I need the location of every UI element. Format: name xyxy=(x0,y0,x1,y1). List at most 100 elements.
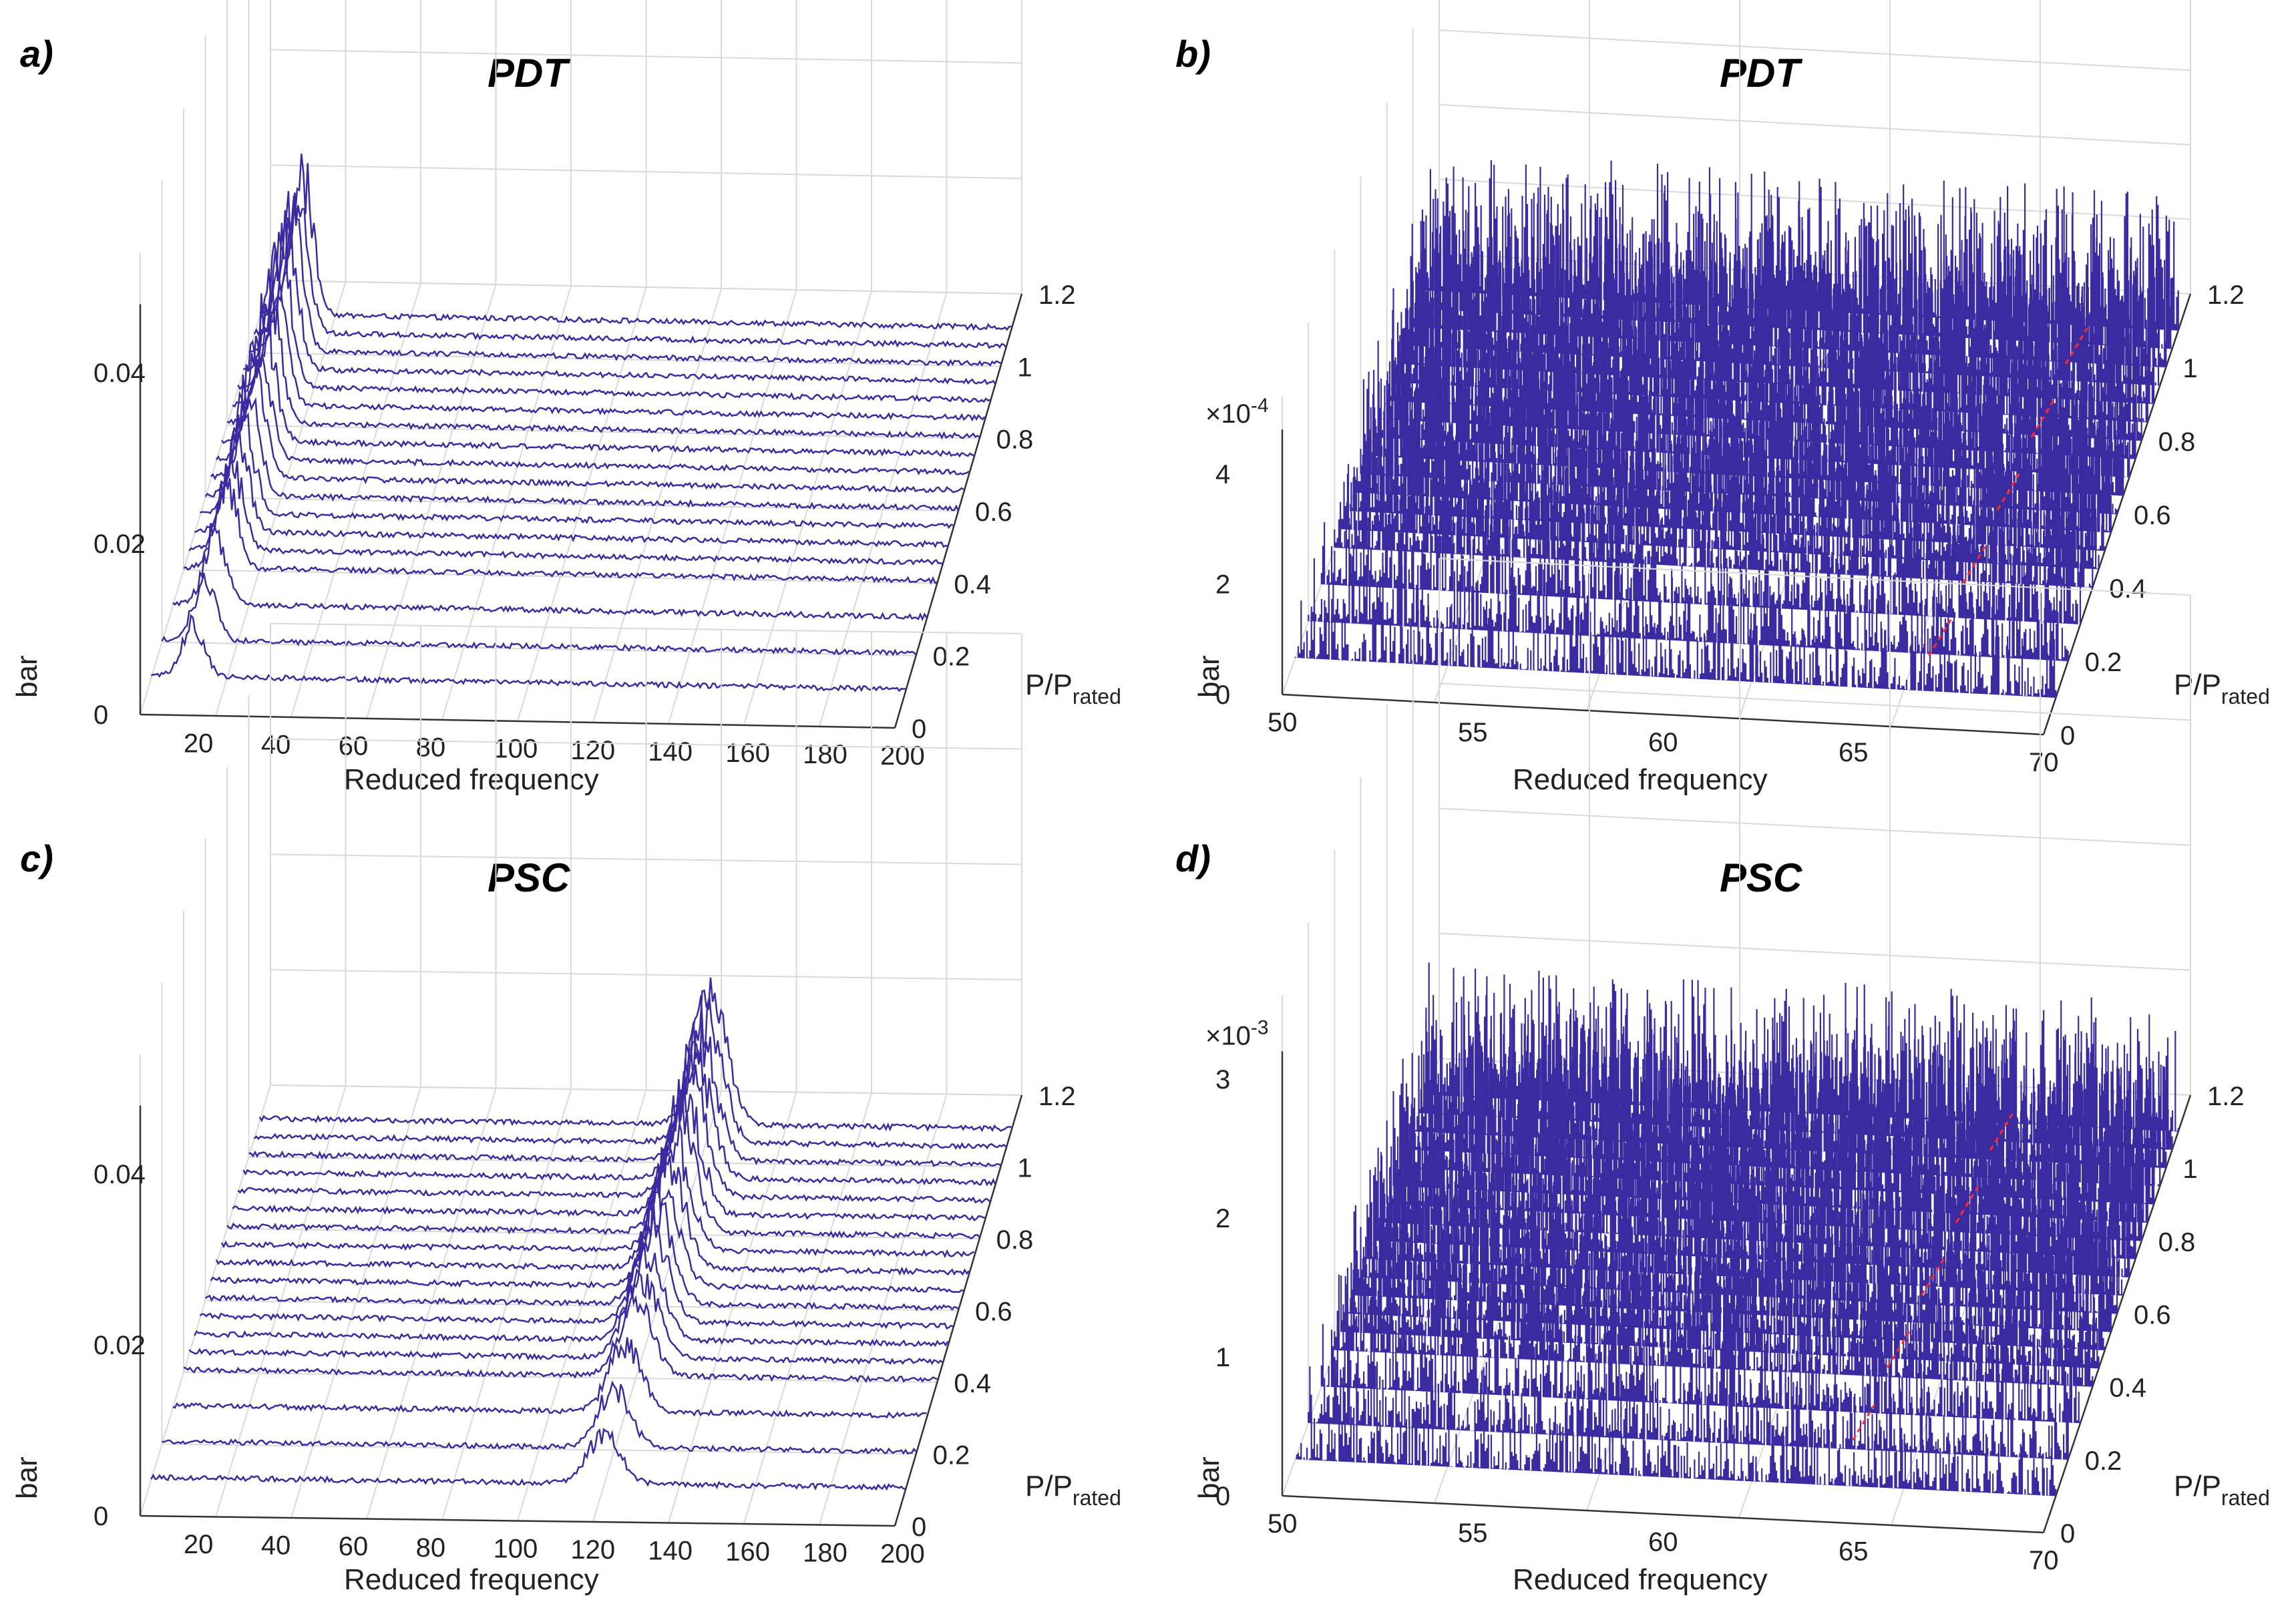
spectrum-trace xyxy=(194,414,948,548)
grid-line xyxy=(441,285,572,721)
x-tick-label: 80 xyxy=(416,1533,446,1563)
p-tick-label: 0.6 xyxy=(2134,1301,2171,1330)
p-axis-label: P/Prated xyxy=(2174,668,2270,709)
p-tick-label: 0.8 xyxy=(996,425,1034,455)
spectrum-trace xyxy=(162,1380,917,1455)
spectrum-trace xyxy=(226,1102,980,1240)
x-tick-label: 50 xyxy=(1268,708,1298,737)
red-marker-dash xyxy=(1989,1113,2014,1151)
x-tick-label: 60 xyxy=(339,1532,369,1561)
p-axis-line xyxy=(894,293,1023,729)
grid-line xyxy=(270,969,1022,981)
spectrum-trace xyxy=(232,1070,985,1221)
grid-line xyxy=(215,281,347,717)
x-axis-label: Reduced frequency xyxy=(1513,1563,1768,1596)
p-tick-label: 0.8 xyxy=(2158,427,2196,457)
z-tick-label: 0 xyxy=(93,700,108,730)
x-tick-label: 180 xyxy=(803,1538,847,1567)
x-tick-label: 70 xyxy=(2029,748,2059,777)
red-marker-dash xyxy=(2030,400,2054,438)
x-tick-label: 40 xyxy=(261,1531,291,1561)
x-tick-label: 120 xyxy=(570,1535,615,1565)
spectrum-trace xyxy=(220,1123,975,1259)
x-tick-label: 70 xyxy=(2029,1546,2059,1575)
x-tick-label: 20 xyxy=(184,1530,214,1559)
grid-line xyxy=(270,164,1022,180)
p-tick-label: 1 xyxy=(1017,353,1032,382)
spectrum-trace xyxy=(188,443,943,566)
spectrum-trace xyxy=(232,242,986,422)
grid-line xyxy=(743,290,872,726)
p-tick-label: 0.6 xyxy=(975,497,1012,527)
z-tick-label: 1 xyxy=(1215,1343,1230,1372)
x-tick-label: 180 xyxy=(803,740,847,769)
p-axis-symbol: P/P xyxy=(1025,668,1073,701)
spectra-traces xyxy=(150,154,1012,692)
x-tick-label: 60 xyxy=(1648,728,1678,757)
panel-title: PSC xyxy=(488,855,571,900)
grid-line xyxy=(270,49,1022,64)
p-axis-symbol: P/P xyxy=(1025,1470,1073,1502)
grid-line xyxy=(1439,682,2191,721)
x-tick-label: 60 xyxy=(339,732,369,761)
x-tick-label: 65 xyxy=(1839,1537,1869,1566)
grid-line xyxy=(270,622,1022,634)
p-tick-label: 1.2 xyxy=(1038,280,1076,310)
p-tick-label: 0.4 xyxy=(954,1369,991,1398)
axes-frame xyxy=(139,0,1023,729)
p-tick-label: 1 xyxy=(2182,354,2197,383)
spectrum-trace xyxy=(253,995,1007,1150)
spectrum-trace xyxy=(237,222,990,403)
spectra-traces xyxy=(1294,962,2179,1496)
spectrum-trace xyxy=(242,210,996,385)
panel-title: PDT xyxy=(1720,51,1802,95)
x-axis-line xyxy=(1282,693,2044,736)
grid-line xyxy=(291,282,421,718)
red-marker-dash xyxy=(1886,1331,1911,1368)
z-tick-label: 0.02 xyxy=(93,530,146,559)
spectrum-trace xyxy=(204,1190,959,1312)
x-tick-label: 120 xyxy=(570,736,615,765)
x-tick-label: 140 xyxy=(648,737,693,767)
spectrum-trace xyxy=(248,1018,1001,1168)
p-tick-label: 0 xyxy=(912,715,926,744)
y-axis-label: bar xyxy=(1193,1456,1225,1499)
panel-letter: d) xyxy=(1175,837,1211,879)
grid-line xyxy=(743,1092,872,1525)
z-tick-label: 4 xyxy=(1215,459,1230,489)
spectra-traces xyxy=(150,977,1012,1491)
p-tick-label: 0.8 xyxy=(996,1225,1034,1255)
grid-line xyxy=(1439,29,2191,71)
x-tick-label: 140 xyxy=(648,1536,693,1565)
p-tick-label: 1 xyxy=(2182,1155,2197,1184)
x-tick-label: 55 xyxy=(1458,1519,1488,1548)
z-tick-label: 0 xyxy=(93,1502,108,1531)
red-marker-dash xyxy=(2064,327,2089,365)
x-tick-label: 65 xyxy=(1839,738,1869,767)
spectrum-trace xyxy=(1294,598,2057,698)
x-tick-label: 100 xyxy=(494,1534,538,1563)
z-tick-label: 0 xyxy=(1215,680,1230,710)
p-axis-symbol: P/P xyxy=(2174,668,2221,701)
spectrum-trace xyxy=(161,572,917,656)
p-tick-label: 0.4 xyxy=(954,570,991,599)
spectrum-trace xyxy=(220,293,975,458)
p-tick-label: 0.6 xyxy=(2134,501,2171,530)
z-tick-label: 0.02 xyxy=(93,1331,146,1360)
spectrum-trace xyxy=(200,391,954,530)
p-tick-label: 0.8 xyxy=(2158,1227,2196,1257)
p-axis-symbol: P/P xyxy=(2174,1470,2221,1502)
x-tick-label: 20 xyxy=(184,729,214,759)
spectrum-trace xyxy=(210,339,964,493)
p-tick-label: 0.6 xyxy=(975,1297,1012,1327)
grid-line xyxy=(140,1084,271,1517)
grid-line xyxy=(215,1086,347,1517)
y-axis-label: bar xyxy=(11,655,43,698)
p-axis-label: P/Prated xyxy=(1025,668,1121,709)
tick-labels: 20 40 60 80 100 120 140 160 180 20000.20.40.60.81… xyxy=(93,1082,1076,1569)
spectra-traces xyxy=(1294,160,2179,698)
spectrum-trace xyxy=(150,614,906,692)
p-tick-label: 1.2 xyxy=(2207,1082,2245,1111)
x-tick-label: 200 xyxy=(880,1539,925,1569)
